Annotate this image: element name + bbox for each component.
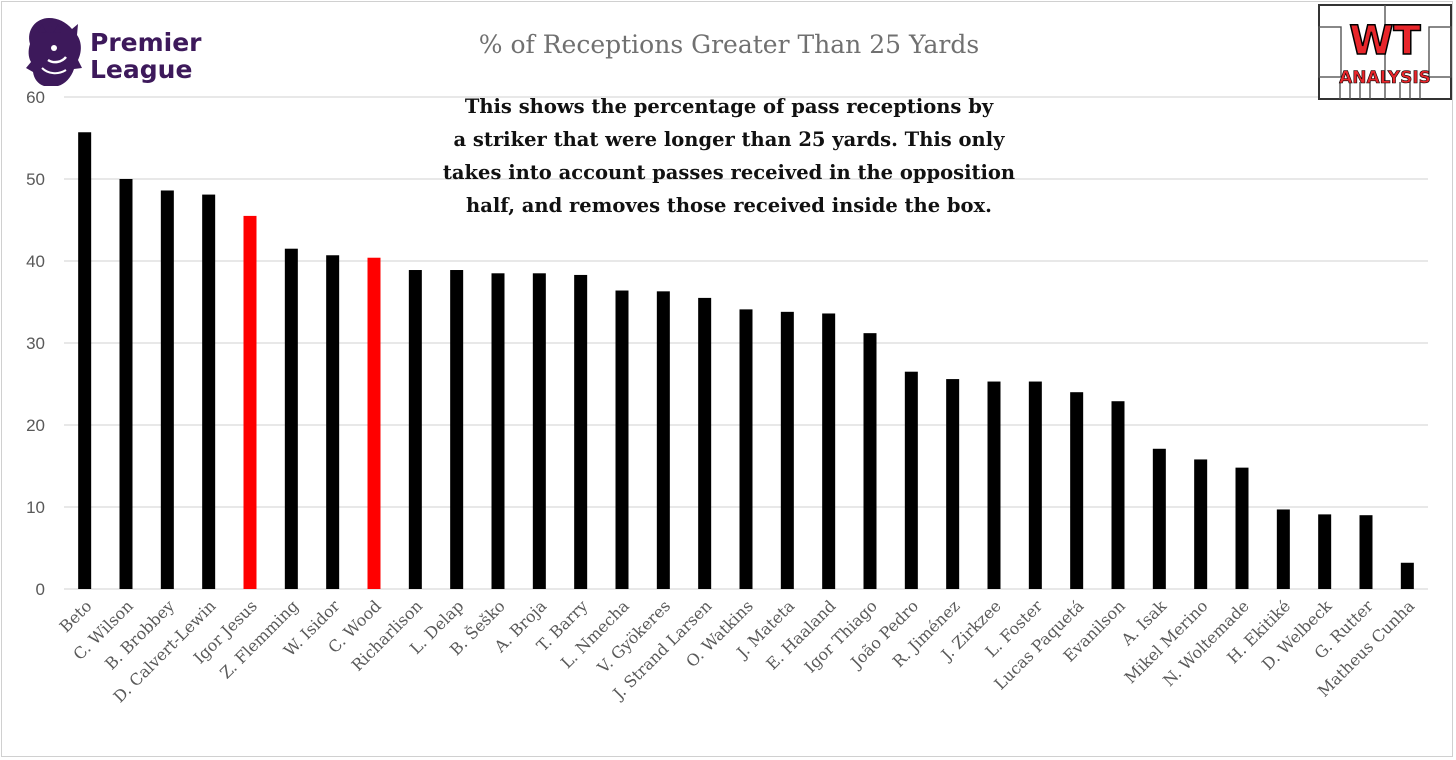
- bar: [1276, 509, 1290, 589]
- y-tick-label: 0: [36, 580, 45, 599]
- chart-title: % of Receptions Greater Than 25 Yards: [479, 30, 979, 59]
- bar: [615, 290, 629, 589]
- wt-analysis-logo: WT ANALYSIS: [1318, 4, 1452, 100]
- annotation-line-4: half, and removes those received inside …: [466, 194, 992, 217]
- bar: [160, 190, 174, 590]
- annotation-line-1: This shows the percentage of pass recept…: [465, 95, 994, 118]
- bar: [574, 274, 588, 589]
- bar: [987, 381, 1001, 589]
- bar: [1152, 448, 1166, 589]
- bar: [1235, 467, 1249, 589]
- bar: [780, 311, 794, 589]
- bar: [1318, 514, 1332, 589]
- bar: [202, 194, 216, 589]
- bar: [822, 313, 836, 589]
- bar: [491, 273, 505, 589]
- bar: [946, 379, 960, 589]
- bar: [367, 257, 381, 589]
- y-tick-label: 30: [26, 334, 45, 353]
- bar: [1359, 515, 1373, 589]
- y-axis-ticks: 0 10 20 30 40 50 60: [26, 88, 45, 599]
- y-tick-label: 50: [26, 170, 45, 189]
- bar: [243, 215, 257, 589]
- premier-league-logo: Premier League: [26, 18, 202, 86]
- bar: [450, 270, 464, 589]
- bar: [739, 309, 753, 589]
- y-tick-label: 60: [26, 88, 45, 107]
- league-line-1: Premier: [90, 28, 202, 57]
- y-tick-label: 20: [26, 416, 45, 435]
- bar: [1070, 392, 1084, 589]
- y-tick-label: 40: [26, 252, 45, 271]
- bar: [1028, 381, 1042, 589]
- bars: [78, 132, 1414, 590]
- bar: [1400, 562, 1414, 589]
- bar: [656, 291, 670, 589]
- bar: [1194, 459, 1208, 589]
- badge-top-text: WT: [1349, 18, 1421, 64]
- annotation-box: This shows the percentage of pass recept…: [443, 95, 1015, 217]
- bar: [78, 132, 92, 589]
- bar: [1111, 401, 1125, 589]
- lion-crest-icon: [26, 18, 82, 86]
- y-tick-label: 10: [26, 498, 45, 517]
- bar: [326, 255, 340, 589]
- bar: [532, 273, 546, 589]
- annotation-line-2: a striker that were longer than 25 yards…: [454, 128, 1006, 151]
- bar: [408, 270, 422, 589]
- bar: [863, 333, 877, 589]
- bar: [284, 248, 298, 589]
- annotation-line-3: takes into account passes received in th…: [443, 161, 1015, 184]
- bar: [904, 371, 918, 589]
- league-line-2: League: [90, 55, 192, 84]
- badge-bottom-text: ANALYSIS: [1339, 68, 1431, 88]
- bar: [698, 297, 712, 589]
- bar: [119, 179, 133, 589]
